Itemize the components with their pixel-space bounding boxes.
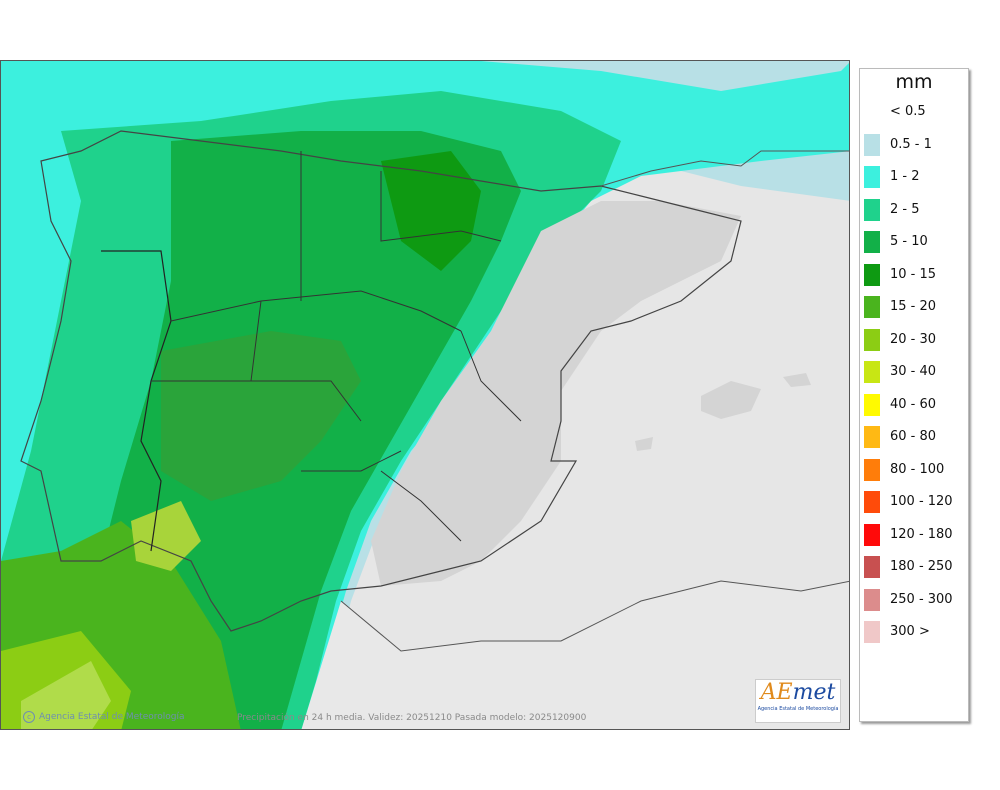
legend-item: < 0.5: [864, 101, 964, 127]
africa-coast: [340, 580, 849, 652]
legend-label: 20 - 30: [890, 331, 937, 347]
precipitation-map: c Agencia Estatal de Meteorología Precipi…: [0, 60, 850, 730]
balearic-ibiza: [635, 437, 653, 451]
legend-label: 120 - 180: [890, 526, 953, 542]
legend-swatch: [864, 458, 880, 481]
africa-land: [301, 581, 849, 729]
legend-swatch: [864, 231, 880, 253]
legend-swatch: [864, 166, 880, 188]
legend-label: 1 - 2: [890, 169, 920, 184]
legend-label: 300 >: [890, 624, 930, 639]
legend-swatch: [864, 556, 880, 578]
map-drawing: [1, 61, 849, 729]
legend-label: 5 - 10: [890, 234, 928, 249]
aemet-logo-word: AEmet: [760, 680, 836, 705]
legend-label: 100 - 120: [890, 494, 953, 509]
legend-item: 120 - 180: [864, 523, 964, 550]
aemet-logo: AEmet Agencia Estatal de Meteorología: [755, 679, 841, 723]
legend-label: 10 - 15: [890, 266, 937, 282]
legend-swatch: [864, 361, 880, 383]
legend-item: 300 >: [864, 621, 964, 647]
legend-item: 40 - 60: [864, 393, 964, 420]
legend-item: 2 - 5: [864, 198, 964, 225]
legend-label: 250 - 300: [890, 591, 953, 607]
legend-swatch: [864, 101, 880, 123]
legend-item: 10 - 15: [864, 263, 964, 290]
band-10-15b: [161, 331, 361, 501]
region-borders: [151, 151, 522, 542]
legend-label: 0.5 - 1: [890, 136, 932, 152]
legend-item: 80 - 100: [864, 458, 964, 485]
aemet-logo-subtitle: Agencia Estatal de Meteorología: [757, 706, 839, 712]
legend-swatch: [864, 263, 880, 286]
balearic-mallorca: [701, 381, 761, 419]
agency-credit-text: Agencia Estatal de Meteorología: [39, 712, 185, 722]
legend-item: 5 - 10: [864, 231, 964, 257]
legend-item: 60 - 80: [864, 426, 964, 452]
legend-swatch: [864, 588, 880, 611]
legend-item: 15 - 20: [864, 296, 964, 322]
legend-item: 20 - 30: [864, 328, 964, 355]
band-30-40: [21, 661, 111, 729]
dry-east: [371, 201, 741, 586]
legend-label: 180 - 250: [890, 559, 953, 574]
legend-swatch: [864, 133, 880, 156]
legend-swatch: [864, 491, 880, 513]
legend-label: 60 - 80: [890, 429, 937, 444]
legend-swatch: [864, 621, 880, 643]
legend-swatch: [864, 523, 880, 546]
legend-label: < 0.5: [890, 104, 926, 119]
legend-swatch: [864, 328, 880, 351]
precipitation-legend: mm < 0.5 0.5 - 1 1 - 2 2 - 5 5 - 10 10 - 15 15…: [859, 68, 969, 722]
agency-credit: c Agencia Estatal de Meteorología: [23, 711, 185, 723]
legend-item: 180 - 250: [864, 556, 964, 582]
legend-swatch: [864, 296, 880, 318]
legend-swatch: [864, 198, 880, 221]
legend-swatch: [864, 393, 880, 416]
legend-item: 100 - 120: [864, 491, 964, 517]
legend-item: 30 - 40: [864, 361, 964, 387]
legend-item: 250 - 300: [864, 588, 964, 615]
band-20-30b: [131, 501, 201, 571]
legend-swatch: [864, 426, 880, 448]
france-coast: [600, 150, 849, 187]
peninsula-coast: [20, 130, 742, 632]
legend-label: 30 - 40: [890, 364, 937, 379]
band-10-15: [381, 151, 481, 271]
legend-label: 2 - 5: [890, 201, 920, 217]
legend-label: 40 - 60: [890, 396, 937, 412]
legend-unit: mm: [895, 71, 933, 93]
legend-item: 0.5 - 1: [864, 133, 964, 160]
copyright-icon: c: [23, 711, 35, 723]
legend-item: 1 - 2: [864, 166, 964, 192]
balearic-menorca: [783, 373, 811, 387]
legend-label: 15 - 20: [890, 299, 937, 314]
map-caption: Precipitación en 24 h media. Validez: 20…: [237, 713, 587, 723]
legend-label: 80 - 100: [890, 461, 945, 477]
